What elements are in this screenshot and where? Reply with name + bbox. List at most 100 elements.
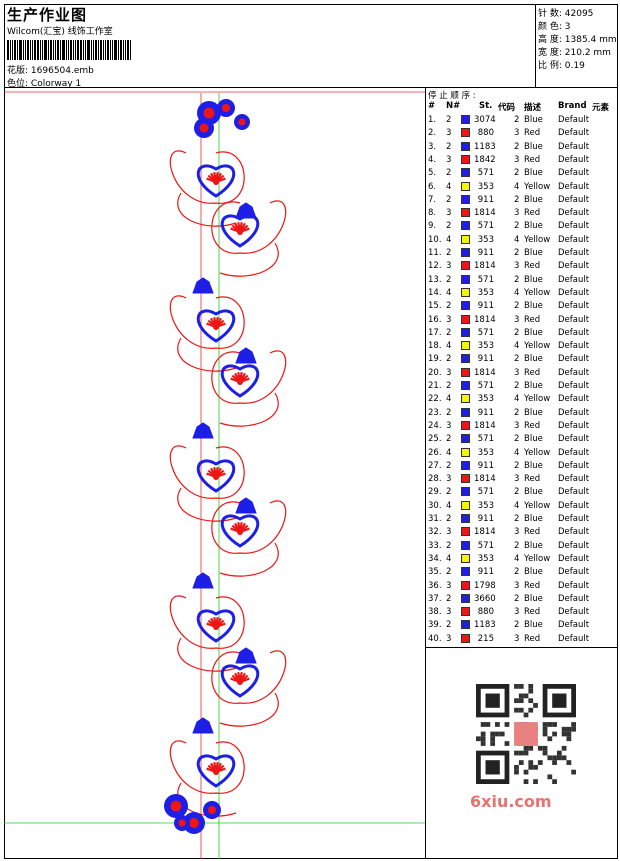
description: Red: [524, 474, 541, 485]
table-row: 14. 4 353 4 Yellow Default: [426, 287, 618, 301]
red-cluster-center: [199, 123, 209, 133]
stitches: 911: [477, 194, 494, 205]
blue-leaf-motif: [192, 277, 214, 294]
blue-heart-motif: [196, 309, 236, 343]
stop-index: 21.: [428, 381, 442, 391]
table-row: 26. 4 353 4 Yellow Default: [426, 447, 618, 461]
table-row: 20. 3 1814 3 Red Default: [426, 367, 618, 381]
stitches: 571: [477, 221, 494, 232]
stop-index: 24.: [428, 420, 442, 431]
description: Red: [524, 607, 541, 618]
brand: Default: [558, 407, 590, 418]
code: 4: [514, 234, 520, 245]
red-outline-loop: [169, 740, 245, 794]
table-row: 35. 2 911 2 Blue Default: [426, 567, 618, 580]
brand: Default: [558, 314, 590, 325]
table-row: 21. 2 571 2 Blue Default: [426, 381, 618, 394]
brand: Default: [558, 420, 590, 431]
color-swatch: [461, 287, 470, 297]
table-row: 4. 3 1842 3 Red Default: [426, 154, 618, 168]
stitches: 353: [477, 447, 494, 458]
code: 2: [514, 514, 520, 524]
color-swatch: [461, 261, 470, 271]
code: 3: [514, 607, 520, 618]
description: Yellow: [524, 181, 551, 192]
table-row: 2. 3 880 3 Red Default: [426, 128, 618, 141]
table-row: 23. 2 911 2 Blue Default: [426, 407, 618, 421]
table-row: 9. 2 571 2 Blue Default: [426, 221, 618, 234]
brand: Default: [558, 487, 590, 498]
table-row: 6. 4 353 4 Yellow Default: [426, 181, 618, 195]
stitches: 571: [477, 274, 494, 285]
code: 2: [514, 327, 520, 338]
red-cluster-center: [238, 118, 246, 126]
blue-heart-motif: [196, 609, 236, 643]
description: Blue: [524, 274, 543, 285]
color-swatch: [461, 208, 470, 218]
code: 4: [514, 447, 520, 458]
brand: Default: [558, 154, 590, 165]
blue-heart-motif: [220, 214, 260, 248]
qr-code: [476, 684, 576, 784]
needle: 2: [446, 407, 452, 418]
code: 3: [514, 261, 520, 272]
red-fan-center: [237, 679, 243, 685]
red-fan-center: [213, 179, 219, 185]
table-row: 11. 2 911 2 Blue Default: [426, 248, 618, 261]
description: Blue: [524, 248, 543, 258]
code: 2: [514, 620, 520, 631]
code: 4: [514, 553, 520, 564]
col-code: 代码: [498, 103, 516, 113]
needle: 4: [446, 447, 452, 458]
col-brand: Brand: [558, 101, 587, 111]
stat-scale: 比 例: 0.19: [538, 61, 585, 71]
brand: Default: [558, 593, 590, 604]
brand: Default: [558, 527, 590, 538]
needle: 3: [446, 154, 452, 165]
blue-heart-motif: [220, 364, 260, 398]
col-element: 元素: [592, 103, 610, 113]
table-row: 34. 4 353 4 Yellow Default: [426, 553, 618, 567]
color-swatch: [461, 500, 470, 510]
brand: Default: [558, 620, 590, 631]
description: Blue: [524, 593, 543, 604]
red-tendril: [219, 242, 279, 277]
stop-index: 22.: [428, 394, 442, 405]
stop-index: 17.: [428, 327, 442, 338]
stop-index: 38.: [428, 607, 442, 618]
brand: Default: [558, 633, 590, 644]
color-swatch: [461, 394, 470, 404]
description: Red: [524, 367, 541, 378]
color-swatch: [461, 381, 470, 390]
red-outline-loop: [211, 350, 287, 404]
colorway-label: 色位:: [7, 79, 29, 89]
red-outline-loop: [169, 445, 245, 499]
needle: 2: [446, 487, 452, 498]
table-row: 39. 2 1183 2 Blue Default: [426, 620, 618, 633]
stop-index: 25.: [428, 434, 442, 445]
sheet-frame: [4, 4, 618, 859]
red-fan-center: [237, 379, 243, 385]
stop-index: 36.: [428, 580, 442, 591]
color-swatch: [461, 181, 470, 191]
red-cluster-center: [203, 107, 215, 119]
brand: Default: [558, 607, 590, 618]
stop-sequence-caption: 停 止 顺 序 :: [428, 91, 476, 101]
description: Red: [524, 154, 541, 165]
table-row: 25. 2 571 2 Blue Default: [426, 434, 618, 447]
stop-index: 5.: [428, 168, 437, 179]
stitches: 353: [477, 341, 494, 352]
needle: 4: [446, 181, 452, 192]
blue-leaf-motif: [235, 497, 257, 514]
color-swatch: [461, 115, 470, 124]
blue-heart-motif: [196, 164, 236, 198]
color-swatch: [461, 447, 470, 457]
description: Red: [524, 527, 541, 538]
needle: 4: [446, 553, 452, 564]
brand: Default: [558, 500, 590, 511]
red-fan-center: [213, 769, 219, 775]
red-outline-loop: [211, 500, 287, 554]
brand: Default: [558, 221, 590, 232]
table-row: 3. 2 1183 2 Blue Default: [426, 141, 618, 155]
stop-index: 10.: [428, 234, 442, 245]
